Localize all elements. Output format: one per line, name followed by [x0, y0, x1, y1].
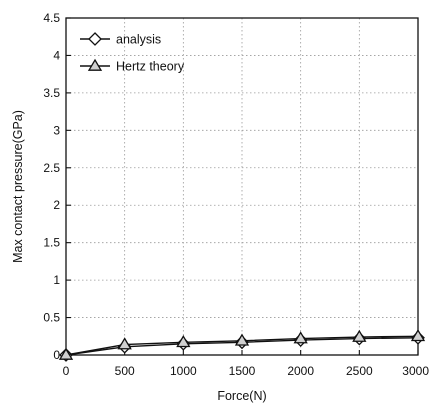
x-tick-label: 2500	[346, 364, 373, 378]
y-tick-label: 1.5	[43, 236, 60, 250]
data-point	[176, 334, 191, 348]
y-tick-label: 0.5	[43, 311, 60, 325]
data-point	[293, 331, 308, 344]
grid	[66, 18, 418, 355]
x-tick-label: 500	[115, 364, 135, 378]
y-tick-label: 4.5	[43, 11, 60, 25]
y-tick-label: 3.5	[43, 86, 60, 100]
series-2	[58, 328, 426, 360]
x-axis-title: Force(N)	[217, 389, 266, 403]
legend-label: analysis	[116, 33, 161, 47]
data-point	[410, 328, 426, 342]
legend-item: Hertz theory	[80, 58, 185, 74]
data-point	[117, 337, 132, 350]
x-tick-label: 0	[63, 364, 70, 378]
y-tick-label: 2.5	[43, 161, 60, 175]
y-axis-title: Max contact pressure(GPa)	[11, 110, 25, 263]
y-tick-label: 4	[53, 48, 60, 62]
series	[58, 328, 426, 362]
x-tick-label: 1500	[229, 364, 256, 378]
y-tick-label: 3	[53, 123, 60, 137]
y-tick-label: 1	[53, 273, 60, 287]
data-point	[352, 329, 367, 342]
y-tick-label: 2	[53, 198, 60, 212]
data-point	[234, 333, 250, 346]
y-tick-label: 0	[53, 348, 60, 362]
legend-item: analysis	[80, 32, 161, 47]
tick-labels: 0 0.5 1 1.5 2 2.5 3 3.5 4 4.5 0 500 1000 1500 2000 2500…	[43, 11, 429, 378]
x-tick-label: 3000	[402, 364, 429, 378]
legend: analysis Hertz theory	[80, 32, 185, 74]
legend-marker	[87, 58, 103, 71]
x-tick-label: 1000	[170, 364, 197, 378]
data-point	[58, 347, 74, 360]
legend-marker	[88, 32, 102, 46]
legend-label: Hertz theory	[116, 60, 185, 74]
x-tick-label: 2000	[287, 364, 314, 378]
